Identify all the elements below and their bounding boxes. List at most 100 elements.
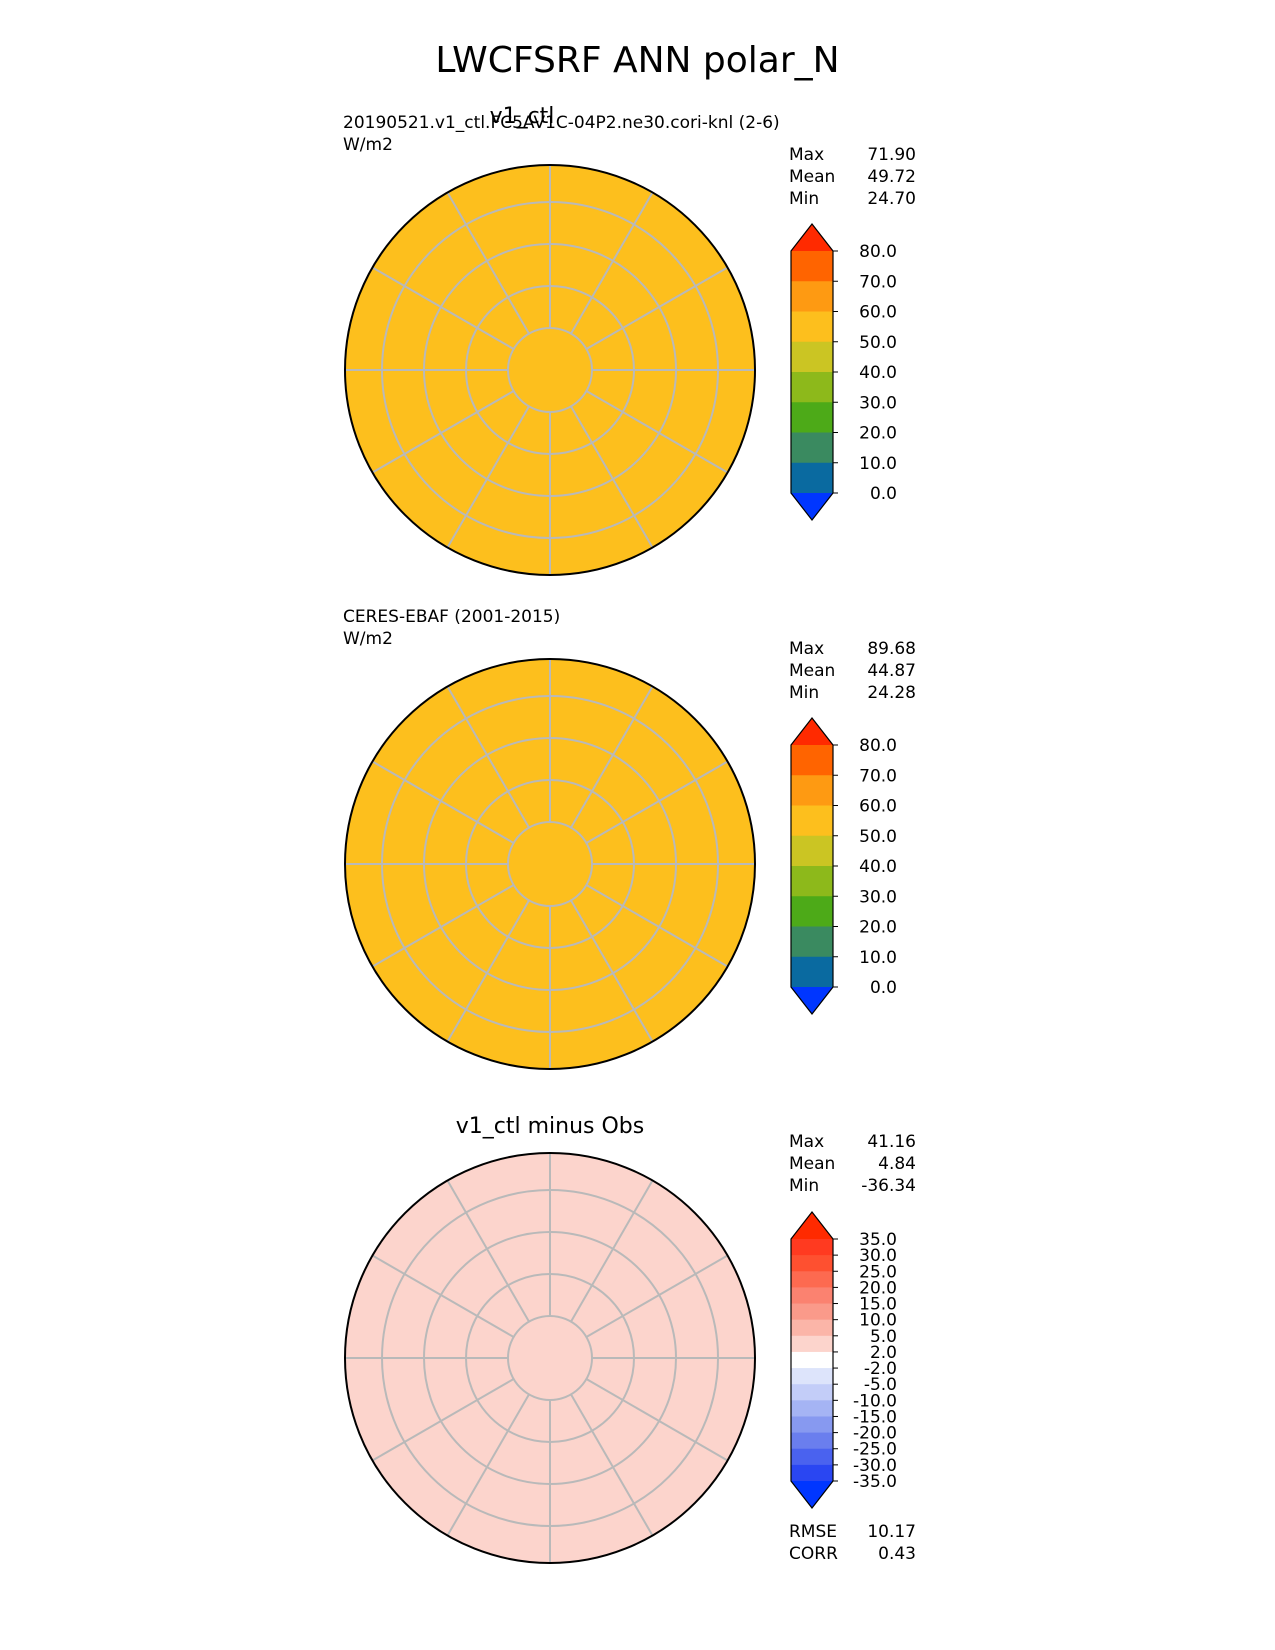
colorbar-segment bbox=[791, 341, 833, 373]
colorbar-segment bbox=[791, 1255, 833, 1272]
meridian-line bbox=[570, 1179, 654, 1323]
colorbar-segment bbox=[791, 1464, 833, 1482]
panel2-mean-value: 44.87 bbox=[867, 661, 916, 681]
colorbar-tick-label: 10.0 bbox=[859, 1311, 897, 1331]
panel2-mean-label: Mean bbox=[789, 661, 836, 681]
panel2-stats: Max 89.68 Mean 44.87 Min 24.28 bbox=[789, 638, 916, 704]
colorbar-tick-label: 0.0 bbox=[870, 978, 897, 998]
colorbar-tick-label: 20.0 bbox=[859, 918, 897, 938]
colorbar-segment bbox=[791, 835, 833, 867]
panel3-stats: Max 41.16 Mean 4.84 Min -36.34 bbox=[789, 1131, 916, 1197]
meridian-line bbox=[446, 191, 530, 335]
colorbar-tick-label: 50.0 bbox=[859, 333, 897, 353]
panel3-polar-map bbox=[344, 1152, 756, 1564]
colorbar-tick-label: 10.0 bbox=[859, 454, 897, 474]
colorbar-segment bbox=[791, 1335, 833, 1353]
meridian-line bbox=[371, 390, 515, 474]
colorbar-segment bbox=[791, 1384, 833, 1401]
panel2-units: W/m2 bbox=[343, 629, 393, 649]
colorbar-extend-bottom bbox=[791, 493, 833, 520]
rmse-value: 10.17 bbox=[867, 1522, 916, 1542]
colorbar-segment bbox=[791, 1432, 833, 1450]
panel1-max-value: 71.90 bbox=[867, 145, 916, 165]
panel2-min-value: 24.28 bbox=[867, 683, 916, 703]
panel3-max-value: 41.16 bbox=[867, 1132, 916, 1152]
panel3-metrics: RMSE 10.17 CORR 0.43 bbox=[789, 1521, 916, 1565]
colorbar-tick-label: 30.0 bbox=[859, 887, 897, 907]
map-border bbox=[344, 1152, 756, 1564]
colorbar-tick-label: 40.0 bbox=[859, 363, 897, 383]
panel2-caption: CERES-EBAF (2001-2015) W/m2 bbox=[343, 606, 560, 650]
panel1-units: W/m2 bbox=[343, 135, 393, 155]
meridian-line bbox=[585, 1378, 729, 1462]
colorbar-tick-label: 30.0 bbox=[859, 393, 897, 413]
meridian-line bbox=[585, 266, 729, 350]
colorbar-tick-label: 80.0 bbox=[859, 736, 897, 756]
meridian-line bbox=[446, 1393, 530, 1537]
meridian-line bbox=[585, 884, 729, 968]
panel1-max-label: Max bbox=[789, 145, 825, 165]
colorbar-tick-label: -2.0 bbox=[864, 1359, 897, 1379]
colorbar-tick-label: 30.0 bbox=[859, 1246, 897, 1266]
colorbar-tick-label: 20.0 bbox=[859, 1278, 897, 1298]
panel1-min-value: 24.70 bbox=[867, 189, 916, 209]
colorbar-tick-label: -10.0 bbox=[853, 1391, 897, 1411]
colorbar-segment bbox=[791, 402, 833, 433]
meridian-line bbox=[570, 685, 654, 829]
colorbar-segment bbox=[791, 775, 833, 806]
colorbar-extend-bottom bbox=[791, 1481, 833, 1508]
panel3-min-label: Min bbox=[789, 1176, 820, 1196]
colorbar-extend-bottom bbox=[791, 987, 833, 1014]
meridian-line bbox=[446, 899, 530, 1043]
colorbar-tick-label: 40.0 bbox=[859, 857, 897, 877]
map-disk bbox=[345, 165, 755, 575]
colorbar-tick-label: 0.0 bbox=[870, 484, 897, 504]
colorbar-segment bbox=[791, 372, 833, 403]
meridian-line bbox=[585, 1254, 729, 1338]
colorbar-tick-label: 10.0 bbox=[859, 948, 897, 968]
meridian-line bbox=[446, 1179, 530, 1323]
corr-label: CORR bbox=[789, 1544, 838, 1564]
colorbar-segment bbox=[791, 432, 833, 464]
colorbar-segment bbox=[791, 251, 833, 282]
colorbar-extend-top bbox=[791, 224, 833, 251]
colorbar-segment bbox=[791, 1368, 833, 1385]
colorbar-segment bbox=[791, 1416, 833, 1434]
meridian-line bbox=[446, 405, 530, 549]
meridian-line bbox=[371, 1378, 515, 1462]
panel1-mean-value: 49.72 bbox=[867, 167, 916, 187]
colorbar-segment bbox=[791, 462, 833, 494]
colorbar-segment bbox=[791, 745, 833, 776]
colorbar-tick-label: 5.0 bbox=[870, 1327, 897, 1347]
map-border bbox=[344, 164, 756, 576]
colorbar-tick-label: -25.0 bbox=[853, 1440, 897, 1460]
colorbar-segment bbox=[791, 805, 833, 837]
panel2-polar-map bbox=[344, 658, 756, 1070]
panel3-colorbar: 35.030.025.020.015.010.05.02.0-2.0-5.0-1… bbox=[790, 1211, 897, 1509]
meridian-line bbox=[371, 760, 515, 844]
colorbar-tick-label: 2.0 bbox=[870, 1343, 897, 1363]
figure-title: LWCFSRF ANN polar_N bbox=[435, 40, 840, 81]
colorbar-extend-top bbox=[791, 718, 833, 745]
panel1-stats: Max 71.90 Mean 49.72 Min 24.70 bbox=[789, 144, 916, 210]
panel2-colorbar: 80.0 70.0 60.0 50.0 40.0 30.0 20.0 10.0 0.0 bbox=[790, 717, 897, 1015]
colorbar-segment bbox=[791, 1287, 833, 1305]
colorbar-segment bbox=[791, 1271, 833, 1288]
colorbar-segment bbox=[791, 1239, 833, 1256]
colorbar-extend-top bbox=[791, 1212, 833, 1239]
colorbar-segment bbox=[791, 1448, 833, 1466]
panel1-case-name: 20190521.v1_ctl.FC5AV1C-04P2.ne30.cori-k… bbox=[343, 113, 780, 133]
colorbar-tick-label: -20.0 bbox=[853, 1424, 897, 1444]
colorbar-tick-label: 70.0 bbox=[859, 272, 897, 292]
colorbar-segment bbox=[791, 896, 833, 927]
map-disk bbox=[345, 1153, 755, 1563]
colorbar-tick-label: 35.0 bbox=[859, 1230, 897, 1250]
meridian-line bbox=[585, 760, 729, 844]
colorbar-segment bbox=[791, 956, 833, 988]
meridian-line bbox=[570, 405, 654, 549]
panel1-mean-label: Mean bbox=[789, 167, 836, 187]
meridian-line bbox=[371, 884, 515, 968]
colorbar-segment bbox=[791, 1351, 833, 1369]
panel2-max-value: 89.68 bbox=[867, 639, 916, 659]
panel2-max-label: Max bbox=[789, 639, 825, 659]
